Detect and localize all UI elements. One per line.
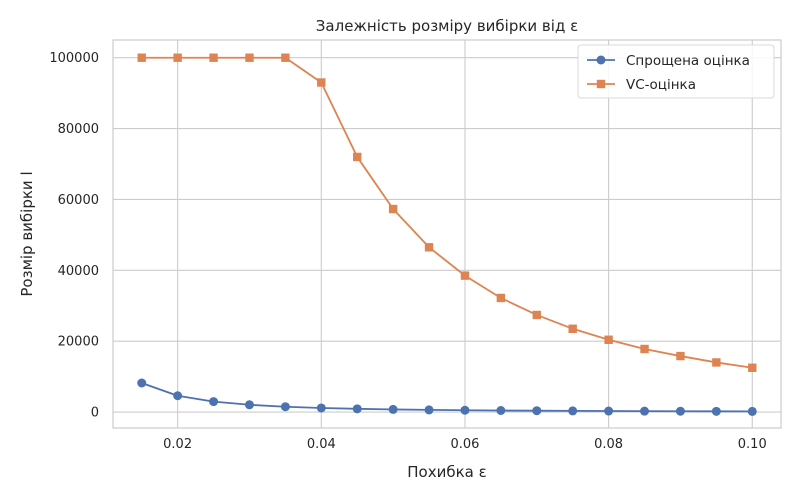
data-point: [316, 403, 326, 413]
data-point: [460, 405, 470, 415]
data-point: [640, 344, 649, 354]
legend-marker: [596, 55, 606, 65]
x-tick-label: 0.10: [738, 437, 767, 452]
data-point: [568, 406, 578, 416]
x-tick-label: 0.04: [307, 437, 336, 452]
data-point: [424, 243, 434, 252]
data-point: [675, 406, 685, 416]
x-axis-label: Похибка ε: [407, 463, 486, 481]
plot-frame: [112, 39, 782, 429]
data-point: [676, 351, 685, 361]
data-point: [496, 293, 506, 303]
data-point: [173, 53, 182, 62]
x-tick-label: 0.06: [450, 437, 479, 452]
legend-label: Спрощена оцінка: [626, 53, 750, 69]
data-point: [353, 152, 362, 162]
data-point: [173, 391, 183, 401]
data-point: [245, 53, 254, 62]
legend-label: VC-оцінка: [626, 77, 696, 93]
data-point: [317, 78, 326, 87]
data-point: [388, 204, 398, 214]
y-tick-label: 60000: [58, 193, 99, 208]
data-point: [280, 402, 290, 412]
y-tick-label: 40000: [58, 264, 99, 279]
series-line: [141, 56, 753, 369]
data-point: [532, 310, 541, 320]
data-point: [460, 271, 470, 280]
series-line: [141, 382, 753, 413]
y-axis-label: Розмір вибірки l: [18, 171, 36, 296]
data-point: [604, 406, 614, 416]
data-point: [640, 406, 650, 416]
data-point: [209, 53, 218, 62]
y-tick-label: 100000: [49, 51, 99, 66]
legend-box: [577, 44, 775, 99]
data-point: [137, 378, 147, 388]
data-point: [388, 404, 398, 414]
series-layer: [137, 53, 757, 416]
y-tick-label: 0: [91, 406, 99, 421]
legend-marker: [596, 79, 606, 89]
data-point: [352, 404, 362, 414]
series-simplified: [137, 378, 757, 416]
data-point: [281, 53, 290, 62]
data-point: [604, 335, 613, 344]
data-point: [532, 406, 542, 416]
data-point: [568, 324, 577, 333]
data-point: [244, 400, 254, 410]
data-point: [711, 406, 721, 416]
data-point: [209, 397, 219, 407]
x-tick-label: 0.02: [163, 437, 192, 452]
x-axis-ticks: 0.02 0.04 0.06 0.08 0.10: [163, 437, 767, 452]
legend-item: VC-оцінка: [587, 77, 696, 93]
data-point: [424, 405, 434, 415]
data-point: [496, 405, 506, 415]
y-tick-label: 80000: [58, 122, 99, 137]
y-tick-label: 20000: [58, 335, 99, 350]
chart-title: Залежність розміру вибірки від ε: [316, 17, 578, 35]
x-tick-label: 0.08: [594, 437, 623, 452]
legend: Спрощена оцінка VC-оцінка: [577, 44, 775, 99]
data-point: [712, 358, 721, 367]
y-axis-ticks: 0 20000 40000 60000 80000 100000: [49, 51, 99, 420]
data-point: [748, 363, 757, 372]
legend-item: Спрощена оцінка: [587, 53, 750, 69]
series-vc: [137, 53, 757, 372]
data-point: [747, 406, 757, 416]
data-point: [137, 53, 146, 62]
